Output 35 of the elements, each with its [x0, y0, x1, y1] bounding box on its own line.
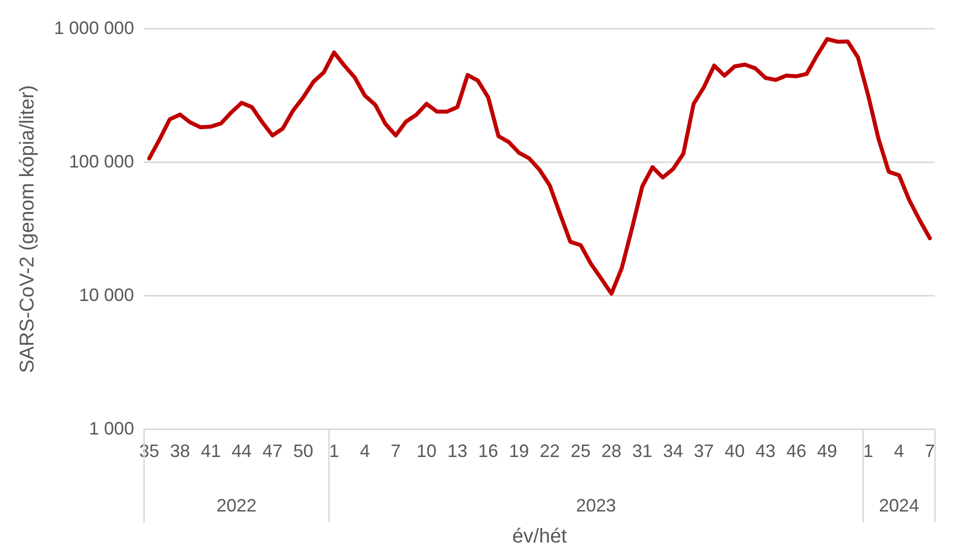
x-tick-label: 49 — [817, 441, 838, 462]
x-tick-label: 47 — [262, 441, 282, 462]
text: 2022 — [216, 495, 257, 516]
x-tick-label: 22 — [540, 441, 560, 462]
x-tick-label: 40 — [724, 441, 745, 462]
x-tick-label: 10 — [416, 441, 437, 462]
x-tick-label: 41 — [200, 441, 221, 462]
x-tick-label: 28 — [601, 441, 622, 462]
x-tick-label: 25 — [570, 441, 591, 462]
y-tick-label: 100 000 — [69, 151, 134, 172]
x-tick-label: 38 — [170, 441, 190, 462]
x-tick-label: 19 — [508, 441, 530, 462]
text: 2024 — [879, 495, 920, 516]
x-tick-label: 1 — [329, 441, 340, 462]
x-tick-label: 37 — [694, 441, 714, 462]
y-tick-label: 1 000 000 — [54, 18, 134, 38]
x-tick-label: 13 — [447, 441, 468, 462]
x-tick-label: 7 — [390, 441, 401, 462]
x-tick-label: 34 — [663, 441, 684, 462]
text: 2023 — [576, 495, 616, 516]
x-axis-title: év/hét — [512, 526, 568, 548]
x-tick-label: 16 — [478, 441, 498, 462]
x-tick-label: 50 — [293, 441, 314, 462]
y-axis-title: SARS-CoV-2 (genom kópia/liter) — [16, 85, 39, 374]
y-tick-label: 1 000 — [89, 418, 134, 438]
y-tick-label: 10 000 — [79, 284, 134, 305]
x-tick-label: 31 — [632, 441, 652, 462]
x-tick-label: 44 — [232, 441, 252, 462]
x-tick-label: 4 — [894, 441, 904, 462]
x-tick-label: 35 — [139, 441, 160, 462]
x-tick-label: 46 — [786, 441, 806, 462]
x-tick-label: 4 — [360, 441, 370, 462]
x-tick-label: 7 — [924, 441, 935, 462]
x-tick-label: 43 — [756, 441, 776, 462]
x-tick-label: 1 — [863, 441, 874, 462]
